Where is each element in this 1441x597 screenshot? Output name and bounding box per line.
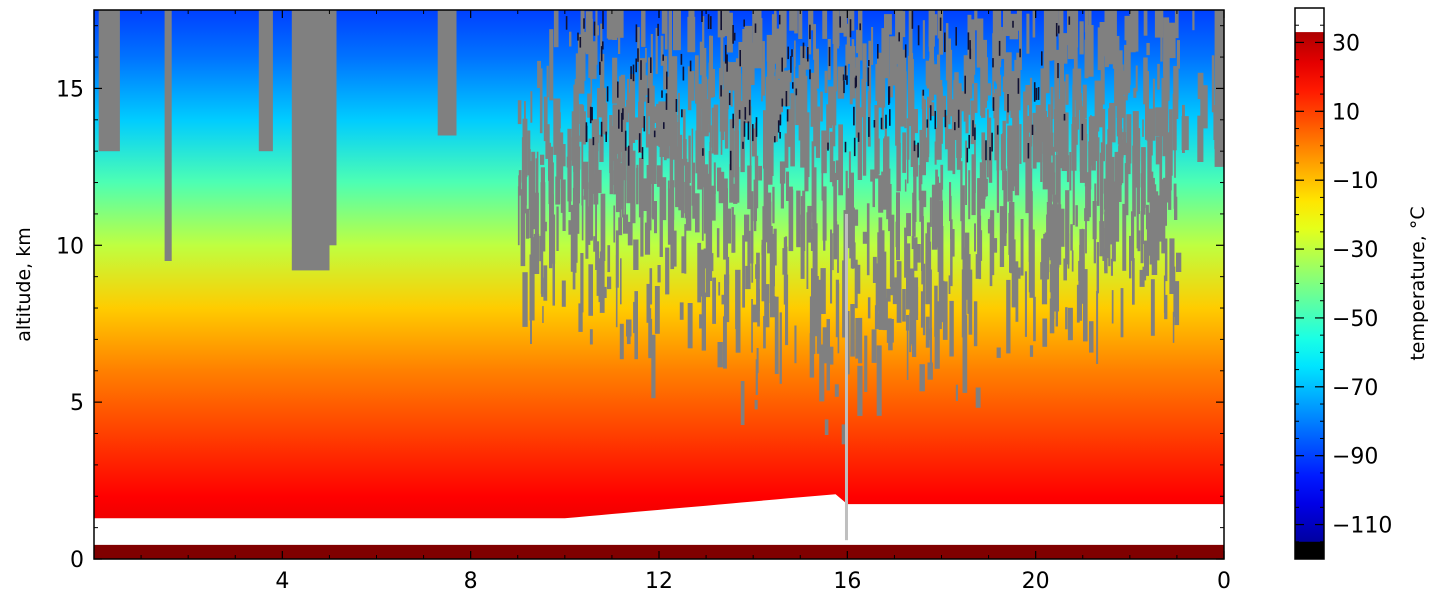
y-tick-label: 5 bbox=[70, 391, 84, 416]
colorbar-tick-label: −70 bbox=[1332, 376, 1378, 401]
x-tick-label: 4 bbox=[275, 569, 289, 593]
colorbar-gradient bbox=[1295, 8, 1324, 559]
axes: 4 8 12 16 20 0 0 5 10 15 altitude, km bbox=[13, 9, 1231, 594]
plume-column bbox=[844, 213, 848, 541]
y-tick-label: 0 bbox=[70, 548, 84, 573]
colorbar-tick-label: −30 bbox=[1332, 238, 1378, 263]
colorbar-tick-label: −50 bbox=[1332, 307, 1378, 332]
y-axis-label: altitude, km bbox=[13, 227, 35, 341]
colorbar-tick-label: 30 bbox=[1332, 31, 1360, 56]
y-tick-label: 10 bbox=[56, 234, 84, 259]
x-tick-label: 20 bbox=[1022, 569, 1050, 593]
x-tick-label: 0 bbox=[1217, 569, 1231, 593]
surface-layer bbox=[94, 494, 1224, 545]
plot-area bbox=[94, 10, 1224, 559]
x-tick-label: 12 bbox=[645, 569, 673, 593]
colorbar-label: temperature, °C bbox=[1407, 206, 1429, 360]
colorbar-tick-label: −90 bbox=[1332, 445, 1378, 470]
heatmap-field bbox=[94, 10, 1224, 559]
cold-speckles bbox=[565, 10, 1084, 171]
colorbar-bottom-cap bbox=[1295, 541, 1324, 559]
colorbar-tick-label: 10 bbox=[1332, 100, 1360, 125]
x-tick-label: 8 bbox=[464, 569, 478, 593]
y-tick-label: 15 bbox=[56, 77, 84, 102]
x-tick-label: 16 bbox=[833, 569, 861, 593]
colorbar-tick-label: −110 bbox=[1332, 514, 1392, 539]
colorbar-top-cap bbox=[1295, 8, 1324, 33]
colorbar-tick-label: −10 bbox=[1332, 169, 1378, 194]
colorbar: 30 10 −10 −30 −50 −70 −90 −110 temperature, °C bbox=[1294, 7, 1429, 560]
